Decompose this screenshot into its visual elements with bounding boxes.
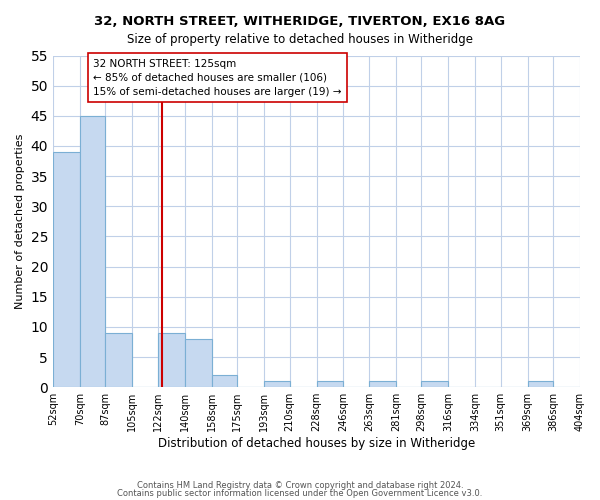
Bar [80,116,106,387]
Bar [212,375,237,387]
Bar [421,381,448,387]
Bar [158,333,185,387]
Text: Size of property relative to detached houses in Witheridge: Size of property relative to detached ho… [127,32,473,46]
Bar [53,152,80,387]
Text: Contains public sector information licensed under the Open Government Licence v3: Contains public sector information licen… [118,488,482,498]
Bar [369,381,396,387]
Bar [106,333,133,387]
Text: 32 NORTH STREET: 125sqm
← 85% of detached houses are smaller (106)
15% of semi-d: 32 NORTH STREET: 125sqm ← 85% of detache… [94,58,342,96]
Bar [317,381,343,387]
Y-axis label: Number of detached properties: Number of detached properties [15,134,25,309]
Text: 32, NORTH STREET, WITHERIDGE, TIVERTON, EX16 8AG: 32, NORTH STREET, WITHERIDGE, TIVERTON, … [94,15,506,28]
X-axis label: Distribution of detached houses by size in Witheridge: Distribution of detached houses by size … [158,437,475,450]
Bar [527,381,553,387]
Bar [264,381,290,387]
Bar [185,339,212,387]
Text: Contains HM Land Registry data © Crown copyright and database right 2024.: Contains HM Land Registry data © Crown c… [137,481,463,490]
